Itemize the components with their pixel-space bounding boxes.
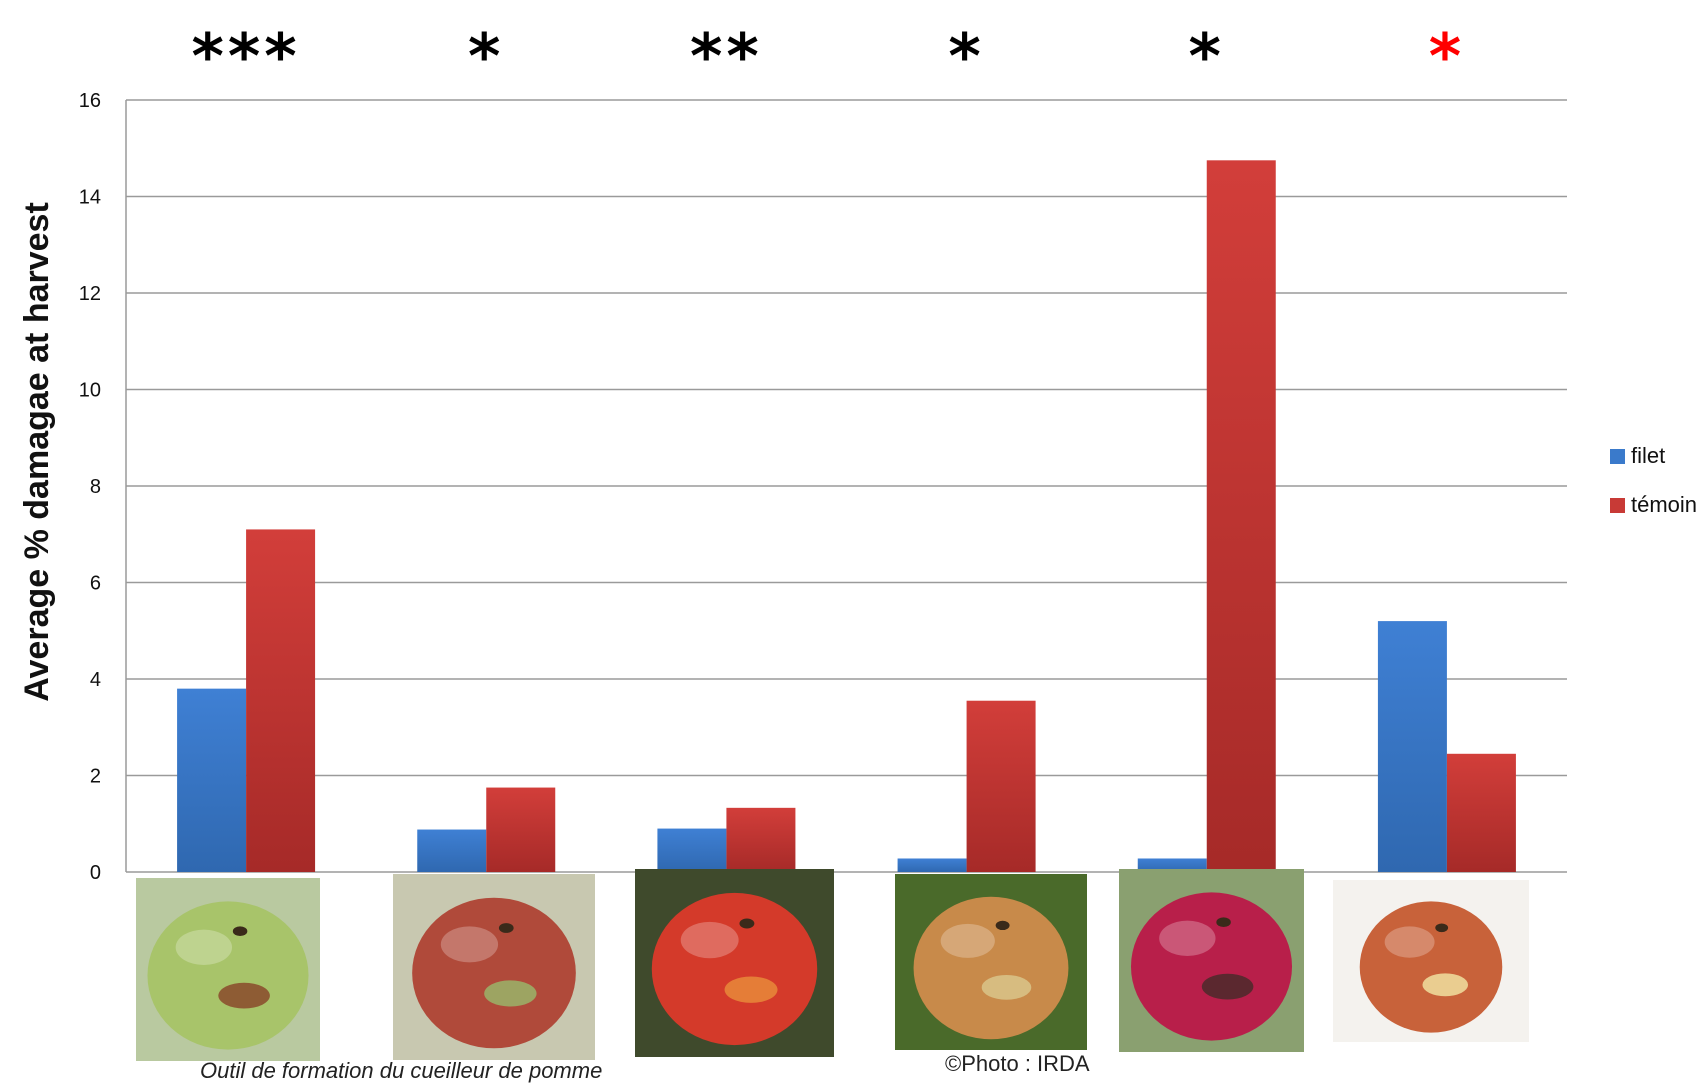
legend-label-2: témoin <box>1631 492 1697 517</box>
bar-temoin-3 <box>726 807 796 872</box>
y-tick-label: 12 <box>79 283 101 305</box>
bar-filet-3 <box>657 828 727 872</box>
y-tick-label: 14 <box>79 187 101 209</box>
significance-markers: *** * ** * * * <box>191 20 1465 93</box>
bar-filet-5 <box>1137 858 1207 872</box>
y-axis-label: Average % damagae at harvest <box>18 202 56 702</box>
bar-temoin-1 <box>246 529 316 872</box>
caption-source-left: Outil de formation du cueilleur de pomme <box>200 1058 603 1083</box>
y-tick-label: 10 <box>79 380 101 402</box>
bar-temoin-5 <box>1206 160 1276 872</box>
y-tick-label: 2 <box>90 766 101 788</box>
red-apple-icon <box>635 869 834 1057</box>
legend-swatch-1 <box>1610 449 1625 464</box>
bars <box>177 160 1516 872</box>
y-tick-label: 8 <box>90 476 101 498</box>
y-tick-label: 16 <box>79 90 101 112</box>
green-apple-with-damage-icon <box>136 878 320 1061</box>
significance-marker-1: *** <box>191 20 300 93</box>
y-tick-label: 6 <box>90 573 101 595</box>
significance-marker-6: * <box>1429 20 1465 93</box>
y-tick-label: 0 <box>90 862 101 884</box>
gridlines <box>125 99 1567 873</box>
y-tick-label: 4 <box>90 669 101 691</box>
apple-with-skin-damage-icon <box>895 874 1087 1050</box>
bar-filet-2 <box>417 829 487 872</box>
bar-temoin-4 <box>966 700 1036 872</box>
apple-photos <box>136 869 1529 1061</box>
bar-temoin-6 <box>1446 753 1516 872</box>
significance-marker-2: * <box>468 20 504 93</box>
bar-temoin-2 <box>486 787 556 872</box>
significance-marker-5: * <box>1189 20 1225 93</box>
caption-photo-credit: ©Photo : IRDA <box>945 1051 1090 1076</box>
legend-label-1: filet <box>1631 443 1665 468</box>
bar-filet-1 <box>177 688 247 872</box>
legend: filet témoin <box>1610 443 1697 517</box>
significance-marker-3: ** <box>690 20 763 93</box>
apple-with-tunnel-damage-icon <box>1333 880 1529 1042</box>
significance-marker-4: * <box>948 20 984 93</box>
y-axis-ticks: 0 2 4 6 8 10 12 14 16 <box>79 90 101 884</box>
red-green-apple-with-scar-icon <box>393 874 595 1060</box>
purple-apple-with-holes-icon <box>1119 869 1304 1052</box>
bar-filet-6 <box>1377 621 1447 872</box>
bar-filet-4 <box>897 858 967 872</box>
legend-swatch-2 <box>1610 498 1625 513</box>
